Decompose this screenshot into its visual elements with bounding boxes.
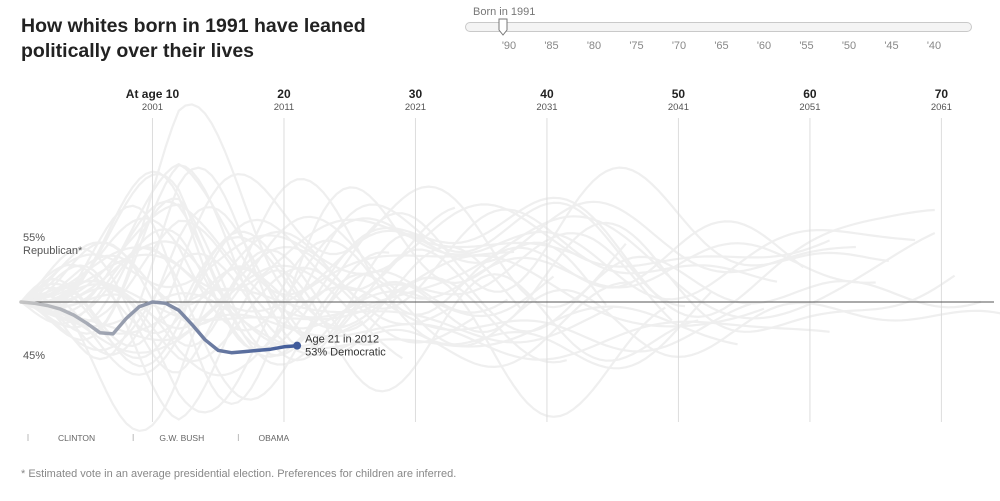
slider-tick-label: '65	[714, 40, 729, 52]
background-cohort-line	[20, 200, 673, 366]
background-cohort-line	[20, 219, 555, 330]
slider-tick-label: '80	[586, 40, 602, 52]
year-tick-label: 2011	[274, 102, 294, 113]
year-tick-label: 2001	[142, 102, 163, 113]
slider-tick-label: '50	[841, 40, 857, 52]
background-cohort-line	[20, 170, 686, 351]
year-tick-label: 2031	[536, 102, 557, 113]
era-label: CLINTON	[58, 433, 95, 443]
slider-tick-label: '45	[884, 40, 899, 52]
background-cohort-line	[20, 254, 765, 328]
slider-track[interactable]	[465, 22, 972, 32]
age-tick-label: 50	[672, 87, 686, 101]
background-cohort-line	[20, 162, 856, 308]
background-cohort-line	[20, 292, 738, 350]
age-tick-label: 40	[540, 87, 554, 101]
background-cohort-line	[20, 300, 830, 361]
background-cohort-line	[20, 218, 581, 304]
year-tick-label: 2061	[931, 102, 952, 113]
slider-tick-label: '85	[544, 40, 559, 52]
slider-handle[interactable]	[498, 18, 508, 36]
age-tick-label: 20	[277, 87, 291, 101]
year-tick-label: 2041	[668, 102, 689, 113]
year-tick-label: 2021	[405, 102, 426, 113]
year-tick-label: 2051	[799, 102, 820, 113]
y-axis-sublabel: Republican*	[23, 245, 83, 257]
background-cohort-line	[20, 245, 1000, 401]
background-cohort-line	[20, 163, 956, 362]
background-cohort-line	[20, 264, 699, 421]
highlight-endpoint-dot	[293, 341, 302, 350]
age-tick-label: 70	[935, 87, 949, 101]
age-tick-label: At age 10	[126, 87, 180, 101]
slider-tick-label: '60	[756, 40, 772, 52]
slider-tick-label: '90	[501, 40, 517, 52]
slider-tick-label: '75	[629, 40, 644, 52]
birth-year-slider[interactable]: Born in 1991 '90 '85 '80 '75 '70 '65 '60 '55 '50…	[465, 4, 975, 54]
background-cohort-line	[20, 172, 935, 350]
annotation-age: Age 21 in 2012	[305, 334, 379, 346]
background-cohort-line	[20, 215, 876, 326]
era-label: G.W. BUSH	[159, 433, 204, 443]
background-cohort-line	[20, 206, 982, 356]
y-axis-label: 55%	[23, 232, 45, 244]
slider-tick-label: '55	[799, 40, 814, 52]
chart-title: How whites born in 1991 have leaned poli…	[21, 15, 366, 62]
background-cohort-line	[20, 217, 916, 332]
slider-label: Born in 1991	[473, 6, 536, 18]
background-cohort-line	[20, 264, 403, 360]
highlight-series-line	[19, 300, 299, 355]
background-cohort-line	[20, 103, 889, 335]
annotation-vote: 53% Democratic	[305, 347, 386, 359]
age-tick-label: 60	[803, 87, 817, 101]
background-cohort-line	[20, 203, 936, 320]
slider-tick-label: '40	[926, 40, 942, 52]
footnote: * Estimated vote in an average president…	[21, 468, 457, 480]
era-label: OBAMA	[258, 433, 289, 443]
slider-tick-label: '70	[671, 40, 687, 52]
background-cohort-line	[20, 265, 666, 433]
y-axis-label: 45%	[23, 350, 45, 362]
age-tick-label: 30	[409, 87, 423, 101]
